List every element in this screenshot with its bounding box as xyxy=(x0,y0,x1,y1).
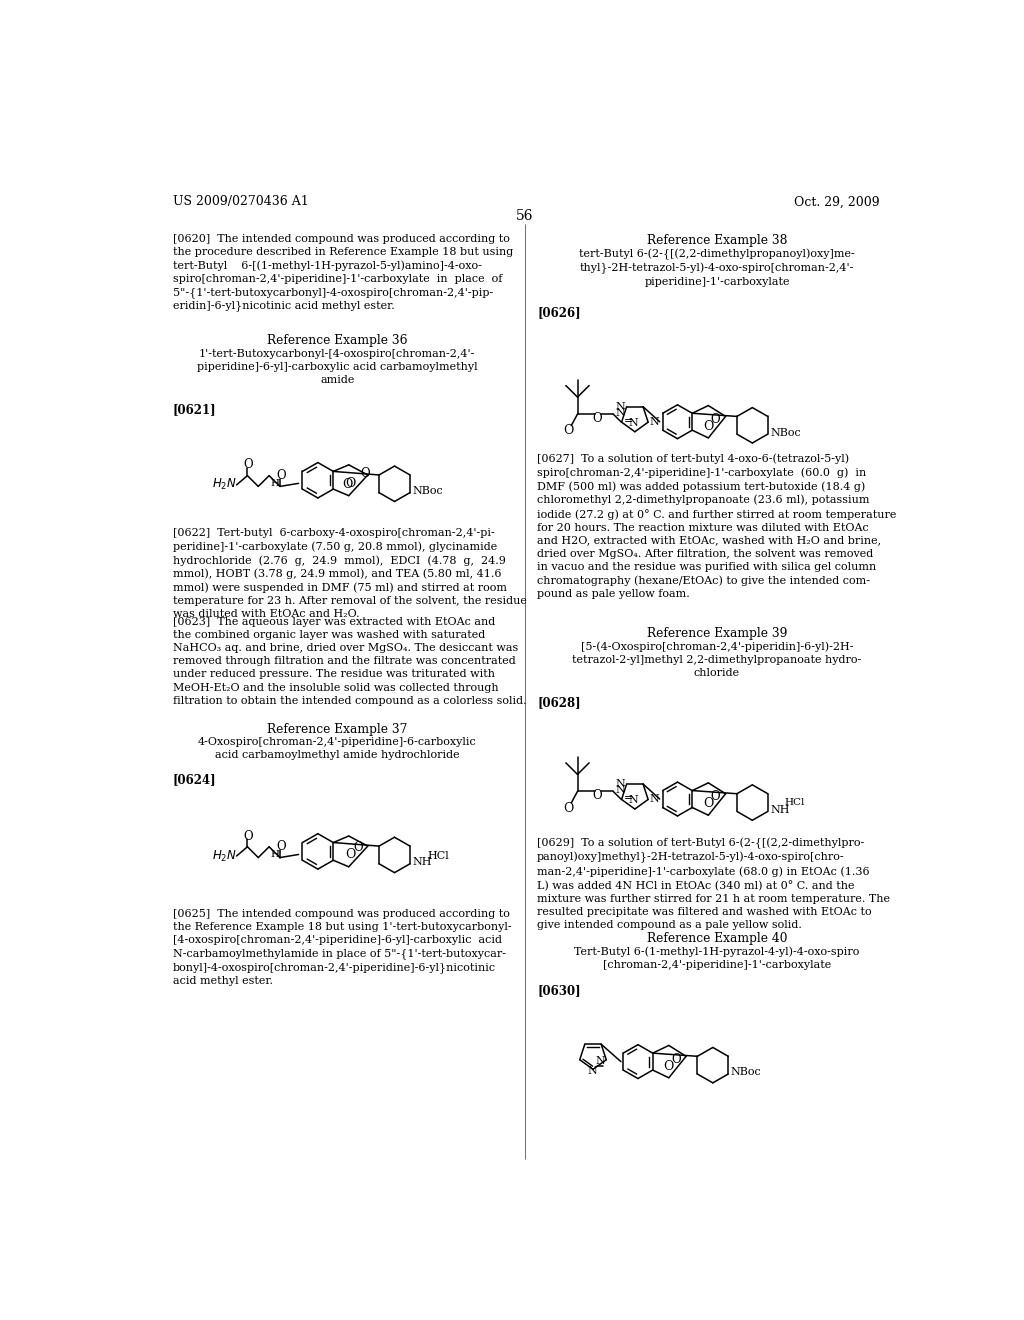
Text: $H_2N$: $H_2N$ xyxy=(212,849,237,863)
Text: NBoc: NBoc xyxy=(730,1068,761,1077)
Text: NH: NH xyxy=(770,805,790,814)
Text: O: O xyxy=(593,789,602,803)
Text: O: O xyxy=(703,797,714,810)
Text: tert-Butyl 6-(2-{[(2,2-dimethylpropanoyl)oxy]me-
thyl}-2H-tetrazol-5-yl)-4-oxo-s: tert-Butyl 6-(2-{[(2,2-dimethylpropanoyl… xyxy=(580,248,855,288)
Text: O: O xyxy=(664,1060,674,1073)
Text: N: N xyxy=(615,408,625,418)
Text: [0630]: [0630] xyxy=(538,983,581,997)
Text: Reference Example 39: Reference Example 39 xyxy=(647,627,787,640)
Text: N: N xyxy=(615,401,626,412)
Text: Reference Example 38: Reference Example 38 xyxy=(647,234,787,247)
Text: O: O xyxy=(360,467,371,480)
Text: [0626]: [0626] xyxy=(538,306,581,319)
Text: Tert-Butyl 6-(1-methyl-1H-pyrazol-4-yl)-4-oxo-spiro
[chroman-2,4'-piperidine]-1': Tert-Butyl 6-(1-methyl-1H-pyrazol-4-yl)-… xyxy=(574,946,860,970)
Text: O: O xyxy=(711,791,720,804)
Text: =: = xyxy=(624,416,633,426)
Text: [0628]: [0628] xyxy=(538,696,581,709)
Text: [0629]  To a solution of tert-Butyl 6-(2-{[(2,2-dimethylpro-
panoyl)oxy]methyl}-: [0629] To a solution of tert-Butyl 6-(2-… xyxy=(538,837,890,931)
Text: O: O xyxy=(671,1053,681,1065)
Text: H: H xyxy=(270,479,280,487)
Text: Reference Example 37: Reference Example 37 xyxy=(267,723,408,735)
Text: O: O xyxy=(353,841,362,854)
Text: 4-Oxospiro[chroman-2,4'-piperidine]-6-carboxylic
acid carbamoylmethyl amide hydr: 4-Oxospiro[chroman-2,4'-piperidine]-6-ca… xyxy=(198,738,476,760)
Text: Reference Example 36: Reference Example 36 xyxy=(267,334,408,347)
Text: [0621]: [0621] xyxy=(173,404,216,416)
Text: N: N xyxy=(595,1056,605,1067)
Text: N: N xyxy=(615,779,626,789)
Text: [0623]  The aqueous layer was extracted with EtOAc and
the combined organic laye: [0623] The aqueous layer was extracted w… xyxy=(173,618,526,706)
Text: O: O xyxy=(275,841,286,853)
Text: O: O xyxy=(275,469,286,482)
Text: US 2009/0270436 A1: US 2009/0270436 A1 xyxy=(173,195,308,209)
Text: Reference Example 40: Reference Example 40 xyxy=(647,932,787,945)
Text: 1'-tert-Butoxycarbonyl-[4-oxospiro[chroman-2,4'-
piperidine]-6-yl]-carboxylic ac: 1'-tert-Butoxycarbonyl-[4-oxospiro[chrom… xyxy=(197,348,477,384)
Text: N: N xyxy=(629,795,638,805)
Text: O: O xyxy=(593,412,602,425)
Text: [0624]: [0624] xyxy=(173,774,216,785)
Text: N: N xyxy=(615,785,625,795)
Text: NH: NH xyxy=(413,857,432,867)
Text: [0622]  Tert-butyl  6-carboxy-4-oxospiro[chroman-2,4'-pi-
peridine]-1'-carboxyla: [0622] Tert-butyl 6-carboxy-4-oxospiro[c… xyxy=(173,528,526,619)
Text: NBoc: NBoc xyxy=(413,486,443,496)
Text: O: O xyxy=(244,458,253,471)
Text: HCl: HCl xyxy=(427,851,449,861)
Text: N: N xyxy=(588,1065,597,1076)
Text: [0620]  The intended compound was produced according to
the procedure described : [0620] The intended compound was produce… xyxy=(173,234,513,312)
Text: N: N xyxy=(629,417,638,428)
Text: N: N xyxy=(649,795,659,804)
Text: =: = xyxy=(624,793,633,804)
Text: [5-(4-Oxospiro[chroman-2,4'-piperidin]-6-yl)-2H-
tetrazol-2-yl]methyl 2,2-dimeth: [5-(4-Oxospiro[chroman-2,4'-piperidin]-6… xyxy=(572,642,861,678)
Text: $H_2N$: $H_2N$ xyxy=(212,478,237,492)
Text: O: O xyxy=(711,413,720,426)
Text: O: O xyxy=(345,847,355,861)
Text: HCl: HCl xyxy=(784,797,805,807)
Text: Oct. 29, 2009: Oct. 29, 2009 xyxy=(795,195,880,209)
Text: 56: 56 xyxy=(516,209,534,223)
Text: [0627]  To a solution of tert-butyl 4-oxo-6-(tetrazol-5-yl)
spiro[chroman-2,4'-p: [0627] To a solution of tert-butyl 4-oxo… xyxy=(538,453,897,598)
Text: [0625]  The intended compound was produced according to
the Reference Example 18: [0625] The intended compound was produce… xyxy=(173,909,512,986)
Text: O: O xyxy=(563,425,573,437)
Text: H: H xyxy=(270,850,280,859)
Text: NBoc: NBoc xyxy=(770,428,801,438)
Text: O: O xyxy=(342,478,352,491)
Text: O: O xyxy=(244,829,253,842)
Text: O: O xyxy=(345,477,355,490)
Text: O: O xyxy=(563,801,573,814)
Text: N: N xyxy=(649,417,659,428)
Text: O: O xyxy=(703,420,714,433)
